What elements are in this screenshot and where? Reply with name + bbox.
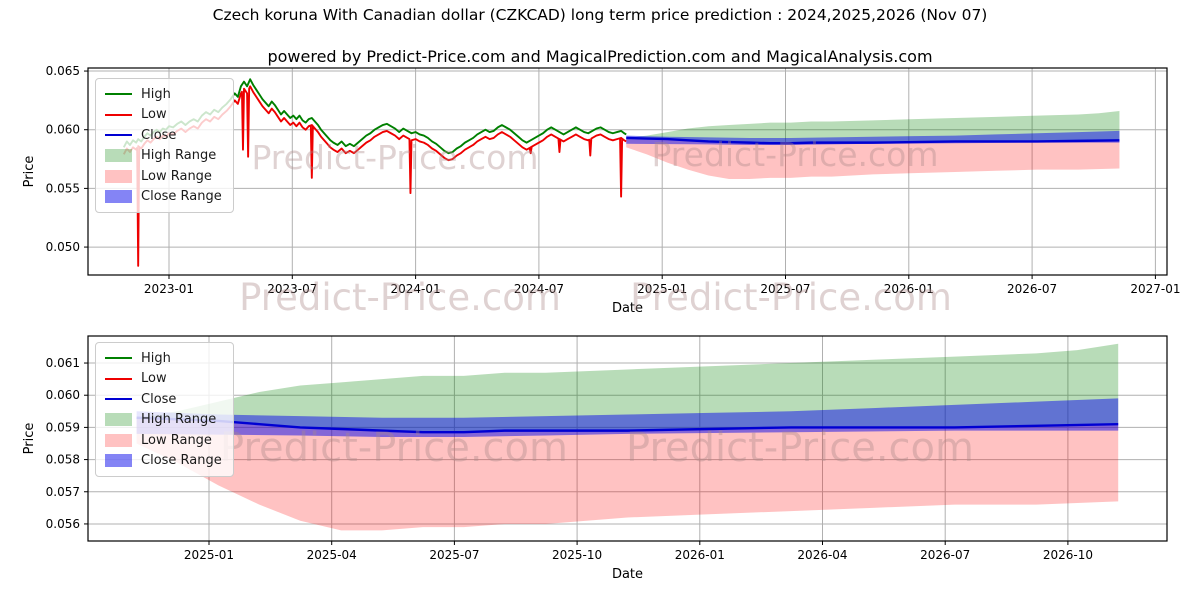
x-tick-label: 2025-07: [429, 548, 479, 562]
y-tick-label: 0.060: [46, 123, 80, 137]
legend-label: High Range: [141, 148, 217, 164]
x-axis-title: Date: [612, 301, 643, 316]
legend-item: High Range: [105, 146, 222, 167]
legend-item: Close: [105, 125, 222, 146]
legend-label: Low Range: [141, 168, 212, 184]
x-tick-label: 2026-10: [1043, 548, 1093, 562]
legend-swatch-patch: [105, 149, 132, 163]
legend-bottom-chart: High Low Close High Range Low Range Close Ran…: [95, 342, 234, 477]
plot-border: [87, 67, 1168, 276]
x-tick-label: 2023-07: [267, 282, 317, 296]
legend-swatch-line: [105, 134, 132, 137]
legend-item: High: [105, 348, 222, 369]
x-tick-label: 2026-04: [797, 548, 847, 562]
x-tick-label: 2027-01: [1130, 282, 1180, 296]
legend-label: Close Range: [141, 453, 222, 469]
y-tick-label: 0.058: [46, 453, 80, 467]
y-tick-label: 0.056: [46, 517, 80, 531]
legend-item: Close: [105, 389, 222, 410]
subplot-top: 2023-01 2023-07 2024-01 2024-07 2025-01 2025-…: [22, 64, 1180, 316]
legend-item: High Range: [105, 410, 222, 431]
x-tick-label: 2026-07: [1007, 282, 1057, 296]
legend-item: Low Range: [105, 430, 222, 451]
plot-border: [87, 335, 1168, 542]
legend-item: Close Range: [105, 187, 222, 208]
legend-label: High: [141, 350, 171, 366]
y-tick-label: 0.055: [46, 181, 80, 195]
x-tick-label: 2024-07: [514, 282, 564, 296]
legend-item: Low: [105, 105, 222, 126]
legend-label: High Range: [141, 412, 217, 428]
chart-subtitle: powered by Predict-Price.com and Magical…: [267, 47, 933, 66]
y-tick-label: 0.059: [46, 420, 80, 434]
x-tick-label: 2023-01: [144, 282, 194, 296]
legend-swatch-patch: [105, 433, 132, 447]
legend-swatch-patch: [105, 190, 132, 204]
y-tick-label: 0.061: [46, 356, 80, 370]
y-tick-label: 0.057: [46, 485, 80, 499]
y-tick-label: 0.060: [46, 388, 80, 402]
x-tick-label: 2024-01: [391, 282, 441, 296]
close-forecast-line: [626, 136, 1120, 145]
legend-swatch-line: [105, 113, 132, 116]
legend-label: Close Range: [141, 189, 222, 205]
y-axis-title: Price: [22, 423, 37, 455]
y-tick-label: 0.065: [46, 64, 80, 78]
x-tick-label: 2026-01: [884, 282, 934, 296]
legend-swatch-line: [105, 398, 132, 401]
legend-label: Low: [141, 107, 167, 123]
legend-item: Low Range: [105, 166, 222, 187]
legend-label: Low Range: [141, 432, 212, 448]
legend-top-chart: High Low Close High Range Low Range Close Ran…: [95, 78, 234, 213]
x-axis-title: Date: [612, 567, 643, 582]
legend-label: Close: [141, 391, 177, 407]
x-tick-label: 2025-01: [637, 282, 687, 296]
legend-label: Low: [141, 371, 167, 387]
x-tick-label: 2026-07: [920, 548, 970, 562]
x-tick-label: 2026-01: [675, 548, 725, 562]
legend-swatch-line: [105, 357, 132, 360]
legend-swatch-patch: [105, 413, 132, 427]
legend-swatch-patch: [105, 169, 132, 183]
y-tick-label: 0.050: [46, 240, 80, 254]
low-range-band: [626, 137, 1120, 180]
y-axis-title: Price: [22, 156, 37, 188]
close-forecast-line: [136, 416, 1119, 434]
x-tick-label: 2025-04: [307, 548, 357, 562]
legend-swatch-patch: [105, 454, 132, 468]
legend-item: Close Range: [105, 451, 222, 472]
legend-label: Close: [141, 127, 177, 143]
low-range-band: [136, 417, 1119, 531]
legend-swatch-line: [105, 93, 132, 96]
legend-item: High: [105, 84, 222, 105]
x-tick-label: 2025-01: [184, 548, 234, 562]
legend-item: Low: [105, 369, 222, 390]
legend-swatch-line: [105, 377, 132, 380]
x-tick-label: 2025-07: [760, 282, 810, 296]
subplot-bottom: 2025-01 2025-04 2025-07 2025-10 2026-01 2026-…: [22, 335, 1168, 582]
x-tick-label: 2025-10: [552, 548, 602, 562]
legend-label: High: [141, 86, 171, 102]
chart-title: Czech koruna With Canadian dollar (CZKCA…: [212, 6, 988, 24]
